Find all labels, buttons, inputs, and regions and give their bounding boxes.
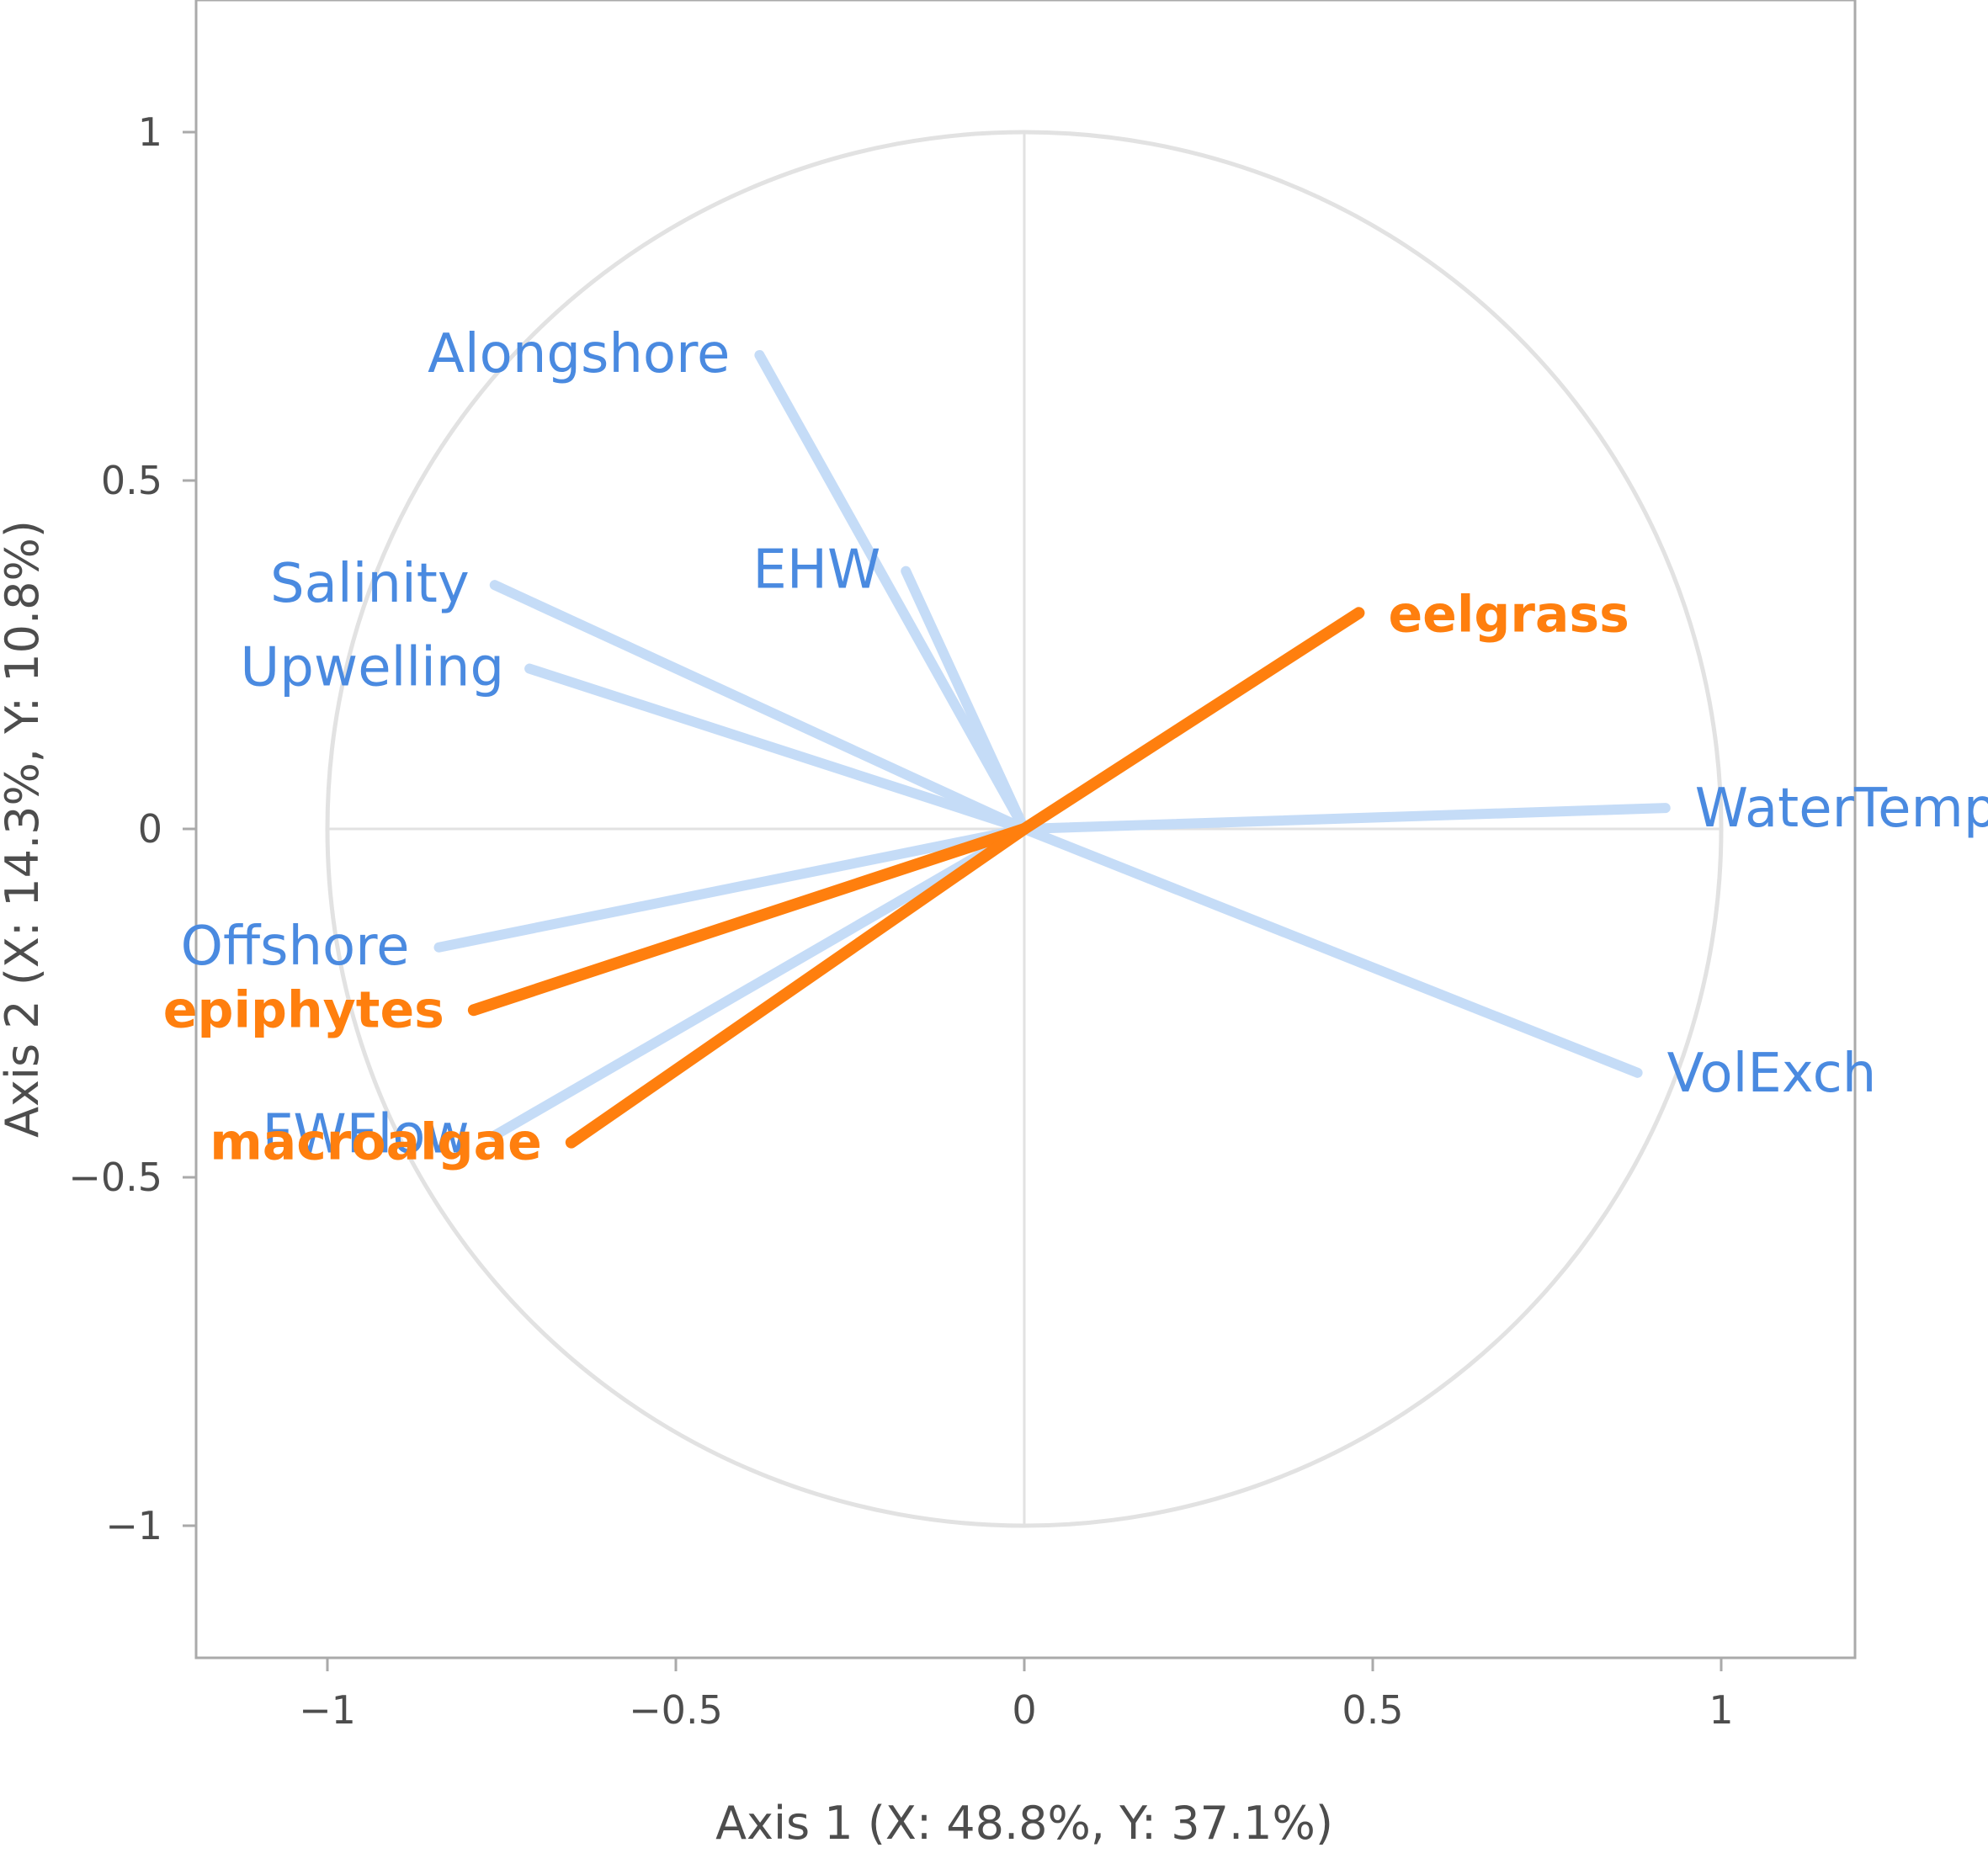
y-tick-label: 1 — [138, 109, 162, 155]
response-arrow-eelgrass — [1018, 607, 1365, 835]
explanatory-arrow-upwelling — [524, 663, 1029, 834]
response-arrows — [467, 607, 1365, 1149]
axis-ticks: −1 −0.5 0 0.5 1 −1 −0.5 0 0.5 1 — [68, 109, 1733, 1733]
arrow-labels: Alongshore EHW Salinity Upwelling WaterTemp O… — [163, 323, 1988, 1172]
label-epiphytes: epiphytes — [163, 980, 444, 1039]
explanatory-arrow-watertemp — [1019, 803, 1671, 834]
x-tick-label: 0 — [1012, 1687, 1036, 1733]
explanatory-arrow-alongshore — [754, 349, 1029, 834]
unit-circle — [325, 130, 1724, 1528]
label-eelgrass: eelgrass — [1388, 585, 1629, 644]
explanatory-arrow-volexch — [1019, 824, 1643, 1078]
y-tick-label: −1 — [105, 1503, 162, 1548]
explanatory-arrows — [433, 349, 1671, 1141]
explanatory-arrow-salinity — [489, 580, 1029, 834]
y-tick-label: −0.5 — [68, 1155, 162, 1200]
response-arrow-macroalgae — [565, 823, 1030, 1149]
label-fwflow: FWFlow — [263, 1103, 470, 1166]
x-tick-label: −0.5 — [629, 1687, 723, 1733]
explanatory-arrow-fwflow — [489, 824, 1029, 1141]
label-ehw: EHW — [752, 539, 880, 602]
label-upwelling: Upwelling — [240, 637, 504, 699]
explanatory-arrow-ehw — [901, 566, 1029, 834]
label-alongshore: Alongshore — [428, 323, 730, 385]
label-watertemp: WaterTemp — [1695, 778, 1988, 840]
label-volexch: VolExch — [1667, 1043, 1877, 1105]
x-axis-title: Axis 1 (X: 48.8%, Y: 37.1%) — [715, 1797, 1333, 1850]
y-tick-label: 0 — [138, 806, 162, 852]
x-tick-label: −1 — [299, 1687, 356, 1733]
y-axis-title: Axis 2 (X: 14.3%, Y: 10.8%) — [0, 520, 49, 1138]
response-arrow-epiphytes — [467, 823, 1030, 1017]
y-tick-label: 0.5 — [101, 458, 162, 503]
x-tick-label: 1 — [1709, 1687, 1733, 1733]
x-tick-label: 0.5 — [1342, 1687, 1403, 1733]
label-salinity: Salinity — [270, 553, 470, 615]
explanatory-arrow-offshore — [433, 824, 1029, 953]
unit-circle-outline — [325, 130, 1724, 1528]
label-macroalgae: macroalgae — [210, 1113, 542, 1172]
label-offshore: Offshore — [181, 916, 410, 978]
